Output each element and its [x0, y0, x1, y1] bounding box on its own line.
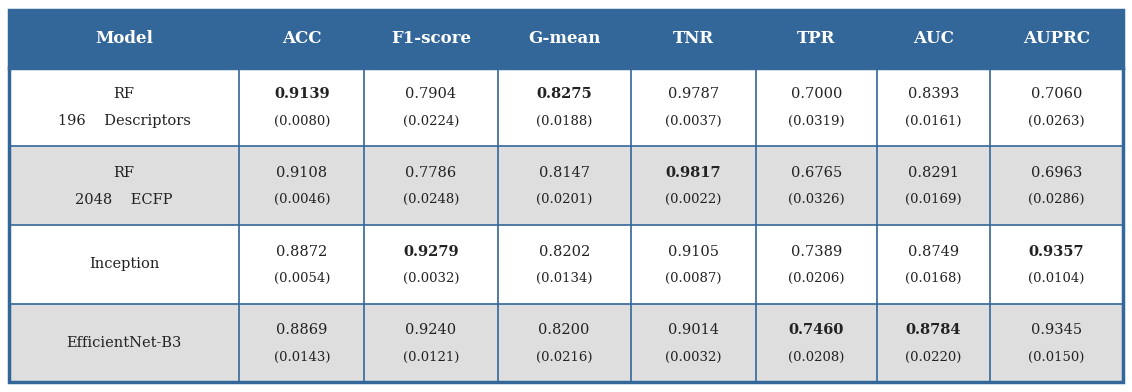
Text: (0.0080): (0.0080): [274, 114, 329, 127]
Text: (0.0032): (0.0032): [403, 272, 460, 285]
Text: 0.8784: 0.8784: [906, 323, 961, 337]
Text: 0.8147: 0.8147: [539, 166, 590, 180]
Text: TNR: TNR: [672, 30, 714, 47]
Text: (0.0032): (0.0032): [664, 350, 721, 363]
Text: 0.9105: 0.9105: [668, 245, 719, 259]
Text: (0.0208): (0.0208): [788, 350, 844, 363]
Text: (0.0104): (0.0104): [1028, 272, 1084, 285]
Text: 0.9817: 0.9817: [666, 166, 721, 180]
Text: 0.9357: 0.9357: [1029, 245, 1084, 259]
Text: (0.0286): (0.0286): [1028, 193, 1084, 206]
Text: G-mean: G-mean: [528, 30, 600, 47]
Text: 0.8200: 0.8200: [539, 323, 590, 337]
Text: (0.0150): (0.0150): [1028, 350, 1084, 363]
Text: 2048    ECFP: 2048 ECFP: [76, 193, 173, 207]
Text: Model: Model: [95, 30, 153, 47]
Text: (0.0248): (0.0248): [403, 193, 460, 206]
Text: 0.9279: 0.9279: [403, 245, 458, 259]
Text: (0.0263): (0.0263): [1028, 114, 1084, 127]
Text: (0.0054): (0.0054): [274, 272, 329, 285]
Text: (0.0161): (0.0161): [904, 114, 961, 127]
Text: 0.7786: 0.7786: [405, 166, 456, 180]
Text: (0.0168): (0.0168): [904, 272, 961, 285]
Text: (0.0046): (0.0046): [274, 193, 331, 206]
Text: (0.0022): (0.0022): [666, 193, 721, 206]
Bar: [9, 10, 1123, 67]
Text: 0.8393: 0.8393: [908, 87, 959, 101]
Text: F1-score: F1-score: [391, 30, 471, 47]
Text: 0.9139: 0.9139: [274, 87, 329, 101]
Text: (0.0216): (0.0216): [535, 350, 592, 363]
Text: RF: RF: [113, 87, 135, 101]
Text: (0.0169): (0.0169): [904, 193, 961, 206]
Text: 0.9240: 0.9240: [405, 323, 456, 337]
Text: 0.9108: 0.9108: [276, 166, 327, 180]
Text: 0.8275: 0.8275: [537, 87, 592, 101]
Text: 0.8872: 0.8872: [276, 245, 327, 259]
Text: (0.0037): (0.0037): [664, 114, 721, 127]
Text: 0.9345: 0.9345: [1031, 323, 1082, 337]
Text: (0.0220): (0.0220): [906, 350, 961, 363]
Text: ACC: ACC: [282, 30, 321, 47]
Text: (0.0206): (0.0206): [788, 272, 844, 285]
Text: 0.7904: 0.7904: [405, 87, 456, 101]
Text: 0.9014: 0.9014: [668, 323, 719, 337]
Text: (0.0326): (0.0326): [788, 193, 844, 206]
Bar: [9, 146, 1123, 225]
Text: (0.0188): (0.0188): [535, 114, 592, 127]
Text: (0.0319): (0.0319): [788, 114, 844, 127]
Text: 0.6765: 0.6765: [790, 166, 842, 180]
Text: AUC: AUC: [912, 30, 953, 47]
Bar: [9, 225, 1123, 303]
Text: 196    Descriptors: 196 Descriptors: [58, 114, 190, 128]
Text: 0.8749: 0.8749: [908, 245, 959, 259]
Text: 0.8869: 0.8869: [276, 323, 327, 337]
Text: RF: RF: [113, 166, 135, 180]
Text: 0.7000: 0.7000: [790, 87, 842, 101]
Text: (0.0134): (0.0134): [535, 272, 592, 285]
Text: Inception: Inception: [89, 257, 160, 271]
Text: 0.8202: 0.8202: [539, 245, 590, 259]
Text: (0.0087): (0.0087): [664, 272, 721, 285]
Bar: [9, 303, 1123, 382]
Text: (0.0143): (0.0143): [274, 350, 331, 363]
Text: 0.7460: 0.7460: [789, 323, 844, 337]
Text: 0.6963: 0.6963: [1030, 166, 1082, 180]
Text: 0.9787: 0.9787: [668, 87, 719, 101]
Text: 0.7060: 0.7060: [1030, 87, 1082, 101]
Text: TPR: TPR: [797, 30, 835, 47]
Text: (0.0224): (0.0224): [403, 114, 460, 127]
Text: (0.0201): (0.0201): [535, 193, 592, 206]
Text: AUPRC: AUPRC: [1023, 30, 1090, 47]
Text: EfficientNet-B3: EfficientNet-B3: [67, 336, 182, 350]
Text: (0.0121): (0.0121): [403, 350, 460, 363]
Text: 0.8291: 0.8291: [908, 166, 959, 180]
Bar: [9, 67, 1123, 146]
Text: 0.7389: 0.7389: [790, 245, 842, 259]
